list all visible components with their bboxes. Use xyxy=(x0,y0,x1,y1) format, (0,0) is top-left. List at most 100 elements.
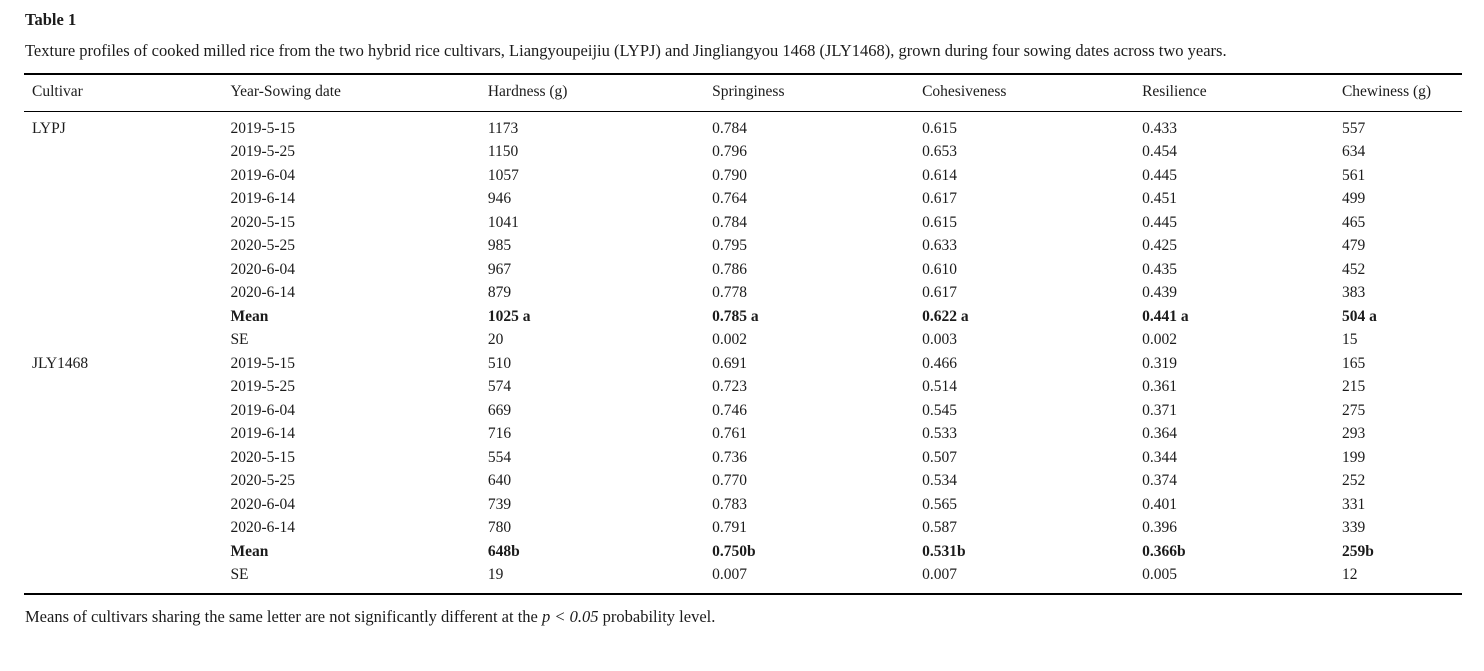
cultivar-cell xyxy=(24,188,222,212)
value-cell: 0.466 xyxy=(922,354,957,372)
value-cell: 557 xyxy=(1341,119,1366,137)
value-cell: 648b xyxy=(487,542,520,560)
column-header: Hardness (g) xyxy=(479,74,705,112)
sowing-date-cell: SE xyxy=(230,331,249,349)
value-cell: 0.451 xyxy=(1142,190,1177,208)
sowing-date-cell: 2019-5-15 xyxy=(230,354,296,372)
value-cell: 165 xyxy=(1341,354,1366,372)
value-cell: 12 xyxy=(1341,566,1358,584)
value-cell: 0.361 xyxy=(1142,378,1177,396)
value-cell: 0.366b xyxy=(1142,542,1186,560)
cultivar-cell xyxy=(24,376,222,400)
texture-profiles-table: Cultivar Year-Sowing date Hardness (g) Spri… xyxy=(24,73,1462,595)
sowing-date-cell: 2019-5-25 xyxy=(230,378,296,396)
value-cell: 0.514 xyxy=(922,378,957,396)
value-cell: 0.691 xyxy=(712,354,748,372)
value-cell: 0.723 xyxy=(712,378,748,396)
value-cell: 0.617 xyxy=(922,284,957,302)
value-cell: 0.441 a xyxy=(1142,307,1189,325)
header-row: Cultivar Year-Sowing date Hardness (g) Spri… xyxy=(24,74,1462,112)
sowing-date-cell: 2019-6-14 xyxy=(230,190,296,208)
value-cell: 1025 a xyxy=(487,307,531,325)
table-row: SE 20 0.002 0.003 0.002 15 xyxy=(24,329,1462,353)
value-cell: 293 xyxy=(1341,425,1366,443)
value-cell: 0.615 xyxy=(922,119,957,137)
value-cell: 0.002 xyxy=(1142,331,1177,349)
value-cell: 0.778 xyxy=(712,284,748,302)
cultivar-cell xyxy=(24,517,222,541)
column-header: Chewiness (g) xyxy=(1333,74,1462,112)
value-cell: 640 xyxy=(487,472,512,490)
sowing-date-cell: 2019-5-15 xyxy=(230,119,296,137)
table-caption: Texture profiles of cooked milled rice f… xyxy=(25,41,1227,60)
value-cell: 0.003 xyxy=(922,331,957,349)
table-row: LYPJ 2019-5-15 1173 0.784 0.615 0.433 557 xyxy=(24,112,1462,141)
value-cell: 0.534 xyxy=(922,472,957,490)
table-row: SE 19 0.007 0.007 0.005 12 xyxy=(24,564,1462,595)
value-cell: 331 xyxy=(1341,495,1366,513)
value-cell: 0.785 a xyxy=(712,307,759,325)
value-cell: 0.615 xyxy=(922,213,957,231)
value-cell: 0.653 xyxy=(922,143,957,161)
column-header: Resilience xyxy=(1134,74,1334,112)
value-cell: 716 xyxy=(487,425,512,443)
cultivar-cell: LYPJ xyxy=(32,119,66,137)
sowing-date-cell: 2020-6-04 xyxy=(230,260,296,278)
table-row: 2020-5-15 1041 0.784 0.615 0.445 465 xyxy=(24,211,1462,235)
value-cell: 0.587 xyxy=(922,519,957,537)
value-cell: 0.445 xyxy=(1142,166,1177,184)
sowing-date-cell: Mean xyxy=(230,542,269,560)
paper-page: Table 1 Texture profiles of cooked mille… xyxy=(24,10,1462,630)
cultivar-cell xyxy=(24,423,222,447)
cultivar-cell xyxy=(24,141,222,165)
value-cell: 215 xyxy=(1341,378,1366,396)
table-row: 2020-6-04 739 0.783 0.565 0.401 331 xyxy=(24,493,1462,517)
column-header: Cohesiveness xyxy=(914,74,1135,112)
value-cell: 383 xyxy=(1341,284,1366,302)
table-footnote: Means of cultivars sharing the same lett… xyxy=(25,604,1462,630)
value-cell: 780 xyxy=(487,519,512,537)
value-cell: 19 xyxy=(487,566,504,584)
value-cell: 0.531b xyxy=(922,542,966,560)
sowing-date-cell: SE xyxy=(230,566,249,584)
table-row: 2020-6-14 780 0.791 0.587 0.396 339 xyxy=(24,517,1462,541)
value-cell: 879 xyxy=(487,284,512,302)
value-cell: 499 xyxy=(1341,190,1366,208)
value-cell: 0.435 xyxy=(1142,260,1177,278)
value-cell: 252 xyxy=(1341,472,1366,490)
sowing-date-cell: 2020-5-25 xyxy=(230,472,296,490)
value-cell: 0.445 xyxy=(1142,213,1177,231)
sowing-date-cell: 2020-5-15 xyxy=(230,213,296,231)
table-row: 2019-6-04 669 0.746 0.545 0.371 275 xyxy=(24,399,1462,423)
table-row: 2019-6-14 946 0.764 0.617 0.451 499 xyxy=(24,188,1462,212)
value-cell: 0.622 a xyxy=(922,307,969,325)
cultivar-cell xyxy=(24,305,222,329)
value-cell: 0.454 xyxy=(1142,143,1177,161)
value-cell: 739 xyxy=(487,495,512,513)
value-cell: 0.396 xyxy=(1142,519,1177,537)
cultivar-cell: JLY1468 xyxy=(32,354,89,372)
table-row: JLY1468 2019-5-15 510 0.691 0.466 0.319 165 xyxy=(24,352,1462,376)
value-cell: 0.761 xyxy=(712,425,748,443)
value-cell: 1057 xyxy=(487,166,519,184)
value-cell: 0.374 xyxy=(1142,472,1177,490)
value-cell: 0.786 xyxy=(712,260,748,278)
value-cell: 0.796 xyxy=(712,143,748,161)
footnote-text: Means of cultivars sharing the same lett… xyxy=(25,607,542,626)
value-cell: 985 xyxy=(487,237,512,255)
footnote-text-end: probability level. xyxy=(598,607,716,626)
cultivar-cell xyxy=(24,540,222,564)
value-cell: 1041 xyxy=(487,213,519,231)
table-row: 2019-5-25 574 0.723 0.514 0.361 215 xyxy=(24,376,1462,400)
value-cell: 275 xyxy=(1341,401,1366,419)
value-cell: 0.790 xyxy=(712,166,748,184)
table-row: Mean 648b 0.750b 0.531b 0.366b 259b xyxy=(24,540,1462,564)
cultivar-cell xyxy=(24,282,222,306)
value-cell: 259b xyxy=(1341,542,1374,560)
table-row: 2019-6-14 716 0.761 0.533 0.364 293 xyxy=(24,423,1462,447)
value-cell: 0.614 xyxy=(922,166,957,184)
value-cell: 1173 xyxy=(487,119,519,137)
value-cell: 0.784 xyxy=(712,119,748,137)
value-cell: 465 xyxy=(1341,213,1366,231)
value-cell: 339 xyxy=(1341,519,1366,537)
